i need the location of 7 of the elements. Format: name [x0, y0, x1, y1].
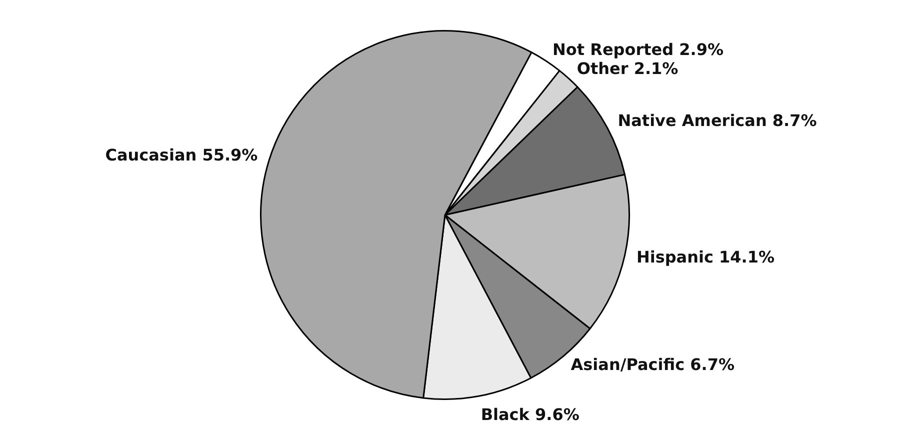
slice-label: Native American 8.7%	[618, 110, 817, 130]
slice-label: Asian/Pacific 6.7%	[570, 354, 735, 374]
slice-label: Not Reported 2.9%	[552, 40, 724, 59]
slice-label: Hispanic 14.1%	[636, 247, 775, 266]
slice-label: Caucasian 55.9%	[105, 146, 258, 165]
slice-label: Black 9.6%	[480, 405, 580, 424]
slice-label: Other 2.1%	[576, 58, 678, 78]
